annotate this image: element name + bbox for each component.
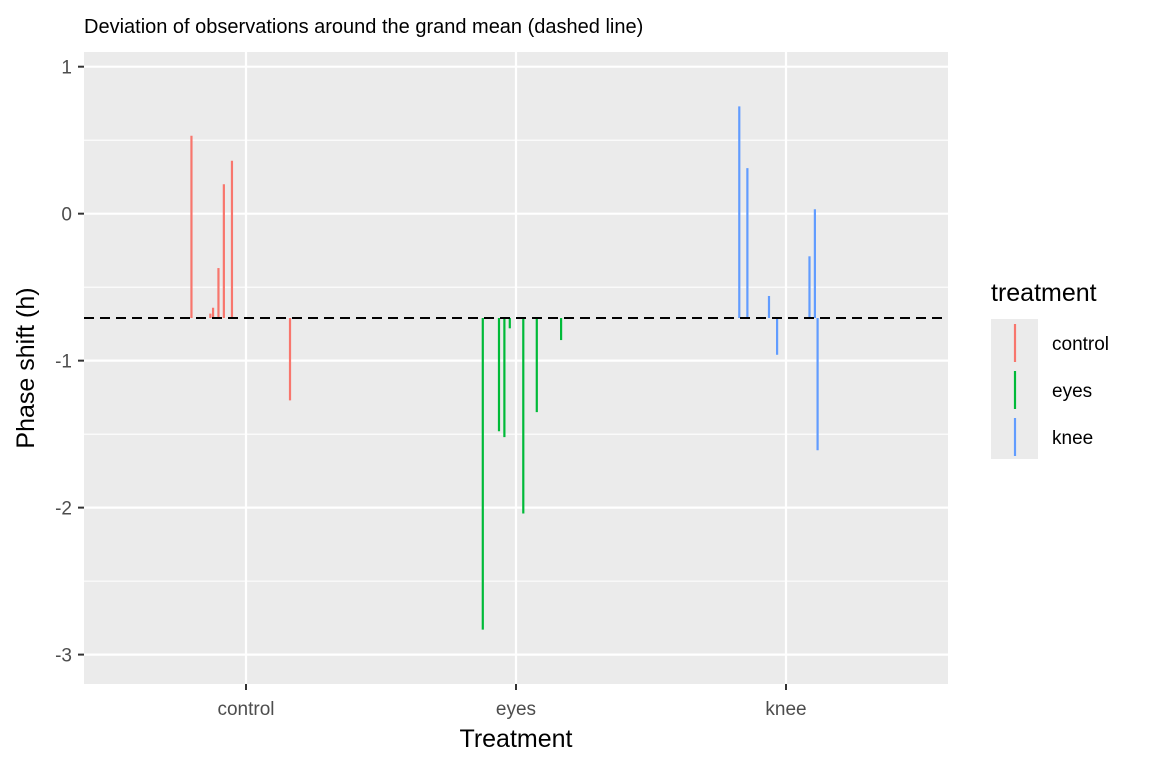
y-tick-label: 0: [61, 205, 72, 226]
x-tick-label: eyes: [496, 699, 536, 720]
x-tick-label: knee: [765, 699, 806, 720]
legend-title: treatment: [991, 279, 1097, 307]
y-tick-label: -2: [55, 499, 72, 520]
legend-label-knee: knee: [1052, 428, 1093, 449]
x-tick-label: control: [217, 699, 274, 720]
legend: treatment control eyes knee: [991, 279, 1109, 459]
y-tick-label: -3: [55, 646, 72, 667]
y-axis: -3 -2 -1 0 1: [55, 58, 84, 667]
grid-major: [84, 52, 948, 684]
y-tick-label: 1: [61, 58, 72, 79]
y-axis-title: Phase shift (h): [12, 287, 40, 448]
x-axis: control eyes knee: [217, 684, 807, 720]
legend-items: control eyes knee: [1013, 324, 1109, 456]
legend-label-eyes: eyes: [1052, 381, 1092, 402]
y-tick-label: -1: [55, 352, 72, 373]
data-segments: [190, 106, 819, 630]
x-axis-title: Treatment: [459, 725, 572, 753]
chart-title: Deviation of observations around the gra…: [84, 16, 643, 38]
legend-label-control: control: [1052, 334, 1109, 355]
